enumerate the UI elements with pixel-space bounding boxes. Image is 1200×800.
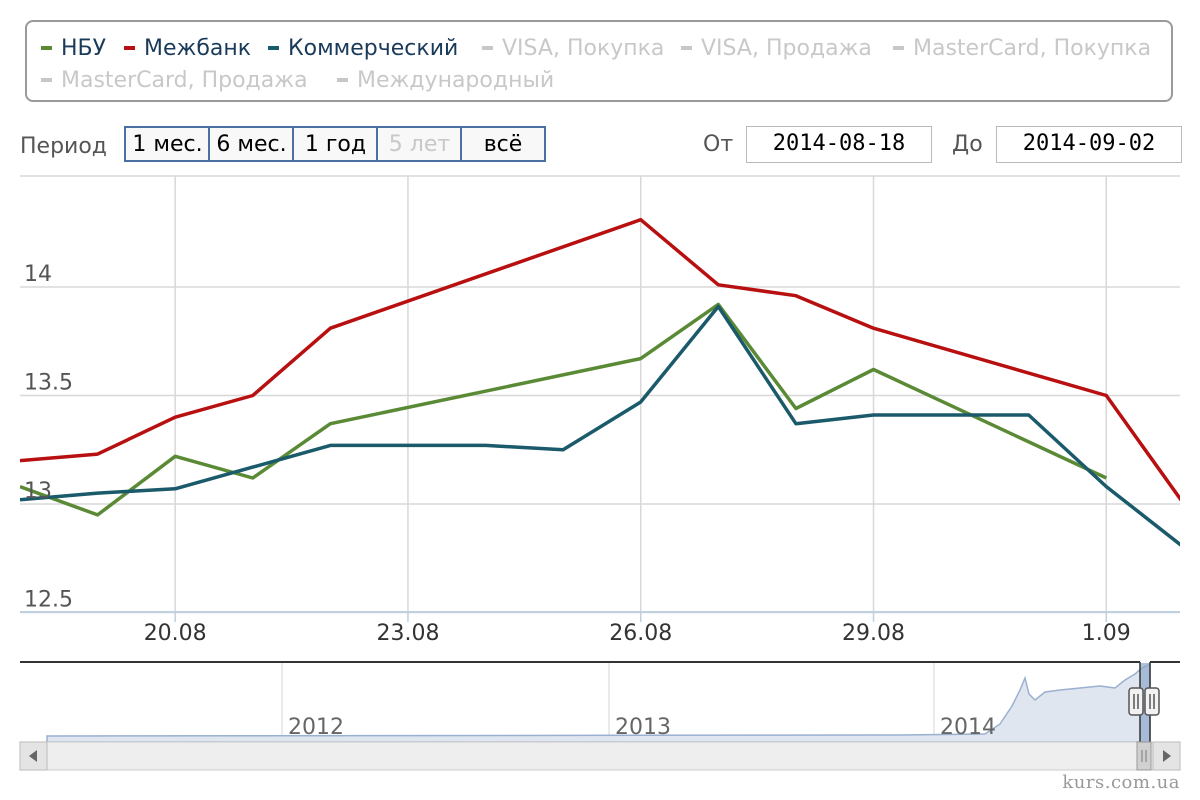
- legend-label-mastercard-buy: MasterCard, Покупка: [913, 36, 1152, 61]
- legend-label-international: Международный: [357, 68, 555, 93]
- series-layer: [20, 217, 1184, 548]
- legend-item-nbu[interactable]: НБУ: [41, 36, 106, 61]
- legend-symbol-nbu: [41, 45, 52, 50]
- legend-label-visa-sell: VISA, Продажа: [701, 36, 872, 61]
- scrollbar-thumb[interactable]: [1136, 741, 1152, 771]
- x-tick-label: 26.08: [609, 621, 672, 646]
- range-button-6-months[interactable]: 6 мес.: [208, 126, 293, 162]
- navigator-handle-right[interactable]: [1144, 687, 1160, 716]
- legend-item-commercial[interactable]: Коммерческий: [268, 36, 458, 61]
- x-tick-label: 23.08: [376, 621, 439, 646]
- navigator-label-2014: 2014: [940, 715, 996, 740]
- legend-label-interbank: Межбанк: [144, 36, 252, 61]
- x-tick-label: 1.09: [1082, 621, 1131, 646]
- legend-symbol-visa-sell: [681, 45, 692, 50]
- legend-symbol-interbank: [124, 45, 135, 50]
- navigator-handle-right-body[interactable]: [1144, 687, 1160, 716]
- axis-layer: 12.5 13 13.5 14 20.08 23.08 26.08 29.08 1.09: [20, 262, 1180, 646]
- series-line-commercial[interactable]: [20, 304, 1184, 548]
- x-tick-label: 29.08: [842, 621, 905, 646]
- legend-symbol-mastercard-buy: [893, 45, 904, 50]
- legend-symbol-commercial: [268, 45, 279, 50]
- scroll-left-arrow-icon: [29, 750, 37, 762]
- legend-item-visa-sell[interactable]: VISA, Продажа: [681, 36, 872, 61]
- navigator-label-2012: 2012: [288, 715, 344, 740]
- to-date-input[interactable]: 2014-09-02: [996, 126, 1182, 163]
- navigator-label-2013: 2013: [615, 715, 671, 740]
- legend: НБУ Межбанк Коммерческий VISA, Покупка V…: [25, 20, 1173, 102]
- to-label: До: [952, 132, 983, 157]
- legend-label-commercial: Коммерческий: [288, 36, 459, 61]
- legend-item-interbank[interactable]: Межбанк: [124, 36, 251, 61]
- y-tick-label: 13: [24, 479, 52, 504]
- legend-item-international[interactable]: Международный: [337, 68, 554, 93]
- from-date-input[interactable]: 2014-08-18: [746, 126, 932, 163]
- from-label: От: [703, 132, 734, 157]
- legend-label-mastercard-sell: MasterCard, Продажа: [61, 68, 308, 93]
- range-button-all[interactable]: всё: [460, 126, 546, 162]
- legend-item-visa-buy[interactable]: VISA, Покупка: [482, 36, 664, 61]
- range-button-5-years: 5 лет: [376, 126, 461, 162]
- scroll-right-arrow-icon: [1163, 750, 1171, 762]
- navigator: 2012 2013 2014: [20, 661, 1180, 743]
- range-button-1-year[interactable]: 1 год: [292, 126, 377, 162]
- range-button-1-month[interactable]: 1 мес.: [124, 126, 209, 162]
- grid: [20, 175, 1180, 614]
- series-line-nbu[interactable]: [20, 302, 1108, 517]
- scrollbar[interactable]: [19, 741, 1181, 771]
- navigator-handle-left-body[interactable]: [1128, 687, 1144, 716]
- y-tick-label: 13.5: [24, 371, 73, 396]
- series-line-interbank[interactable]: [20, 217, 1184, 504]
- scrollbar-track[interactable]: [19, 741, 1181, 771]
- navigator-handle-left[interactable]: [1128, 687, 1144, 716]
- legend-symbol-visa-buy: [482, 45, 493, 50]
- y-tick-label: 14: [24, 262, 52, 287]
- legend-symbol-mastercard-sell: [41, 77, 52, 82]
- y-tick-label: 12.5: [24, 588, 73, 613]
- credits-link[interactable]: kurs.com.ua: [1062, 772, 1180, 793]
- legend-item-mastercard-sell[interactable]: MasterCard, Продажа: [41, 68, 308, 93]
- legend-item-mastercard-buy[interactable]: MasterCard, Покупка: [893, 36, 1151, 61]
- legend-symbol-international: [337, 77, 348, 82]
- legend-label-nbu: НБУ: [61, 36, 107, 61]
- legend-label-visa-buy: VISA, Покупка: [502, 36, 665, 61]
- x-tick-label: 20.08: [144, 621, 207, 646]
- period-label: Период: [20, 134, 108, 159]
